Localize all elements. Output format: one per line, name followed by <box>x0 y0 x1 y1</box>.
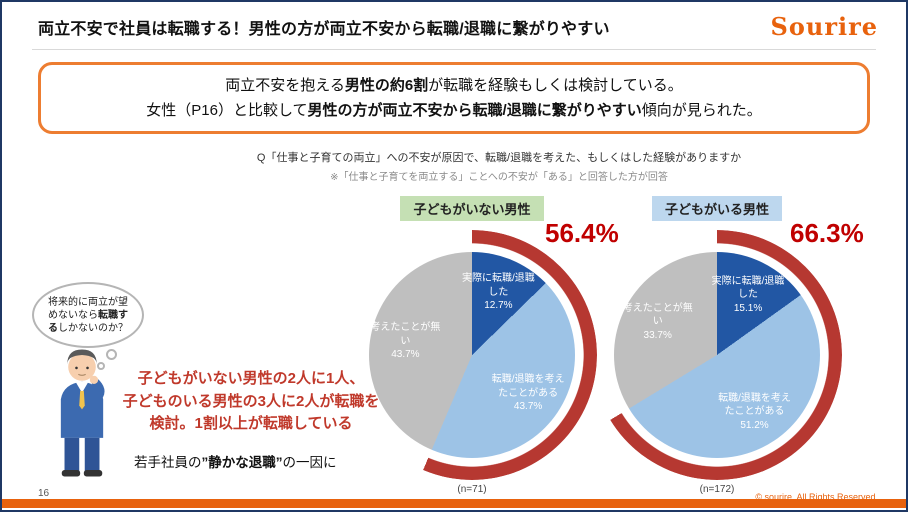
chart-title-row: 子どもがいない男性 <box>347 196 597 221</box>
chart-title-chip: 子どもがいない男性 <box>400 196 544 221</box>
pie <box>614 252 820 458</box>
page-number: 16 <box>38 488 50 499</box>
pie-slice-labels: 実際に転職/退職した 15.1% 転職/退職を考えたことがある 51.2% 考えたこ… <box>592 230 842 480</box>
copyright-notice: © sourire. All Rights Reserved. <box>755 492 878 502</box>
header-divider <box>32 49 876 50</box>
conclusion-text: 若手社員の”静かな退職”の一因に <box>134 455 337 470</box>
pie-slice-label: 実際に転職/退職した 12.7% <box>462 273 535 312</box>
chart-title-chip: 子どもがいる男性 <box>651 196 782 221</box>
slide-title: 両立不安で社員は転職する！男性の方が両立不安から転職/退職に繋がりやすい <box>38 21 610 38</box>
survey-question: Q「仕事と子育ての両立」への不安が原因で、転職/退職を考えた、もしくはした経験が… <box>256 152 742 164</box>
sample-size-label: (n=172) <box>699 484 735 495</box>
man-in-suit-icon <box>60 349 105 477</box>
key-finding-text: 子どもがいない男性の2人に1人、 子どものいる男性の3人に2人が転職を 検討。1… <box>122 370 380 432</box>
survey-question-block: Q「仕事と子育ての両立」への不安が原因で、転職/退職を考えた、もしくはした経験が… <box>92 149 906 183</box>
pie <box>369 252 575 458</box>
summary-line-1: 両立不安を抱える男性の約6割が転職を経験もしくは検討している。 <box>225 76 683 94</box>
bottom-accent-bar <box>2 499 906 508</box>
highlight-percentage: 66.3% <box>790 218 864 248</box>
summary-box: 両立不安を抱える男性の約6割が転職を経験もしくは検討している。 女性（P16）と… <box>38 62 870 134</box>
thought-bubble-dot <box>97 362 105 370</box>
pie-slice-labels: 実際に転職/退職した 12.7% 転職/退職を考えたことがある 43.7% 考えたこ… <box>347 230 597 480</box>
pie-slice-label: 考えたことが無い 33.7% <box>622 302 693 341</box>
thought-bubble-text: 将来的に両立が望めないなら転職するしかないのか？ <box>48 296 128 334</box>
thought-bubble-dot <box>106 349 117 360</box>
pie-chart: 実際に転職/退職した 15.1% 転職/退職を考えたことがある 51.2% 考えたこ… <box>592 230 842 480</box>
survey-question-note: ※「仕事と子育てを両立する」ことへの不安が「ある」と回答した方が回答 <box>330 172 668 183</box>
pie-slice-label: 転職/退職を考えたことがある 51.2% <box>718 392 791 431</box>
sample-size-label: (n=71) <box>457 484 487 495</box>
pie-slice-label: 考えたことが無い 43.7% <box>370 321 441 360</box>
summary-line-2: 女性（P16）と比較して男性の方が両立不安から転職/退職に繋がりやすい傾向が見ら… <box>146 102 762 119</box>
thinking-man-illustration <box>40 344 124 487</box>
company-logo: Sourire <box>770 12 878 41</box>
pie-chart: 実際に転職/退職した 12.7% 転職/退職を考えたことがある 43.7% 考えたこ… <box>347 230 597 480</box>
pie-chart-men-without-children: 子どもがいない男性 56.4% 実際に転職/退職した 12.7% 転職/退職を考え… <box>347 192 619 495</box>
thought-bubble: 将来的に両立が望めないなら転職するしかないのか？ <box>32 282 144 348</box>
pie-slice-label: 実際に転職/退職した 15.1% <box>711 275 785 314</box>
pie-chart-men-with-children: 子どもがいる男性 66.3% 実際に転職/退職した 15.1% 転職/退職を考えた… <box>592 192 864 495</box>
pie-slice-label: 転職/退職を考えたことがある 43.7% <box>491 374 565 413</box>
chart-title-row: 子どもがいる男性 <box>592 196 842 221</box>
highlight-percentage: 56.4% <box>545 218 619 248</box>
